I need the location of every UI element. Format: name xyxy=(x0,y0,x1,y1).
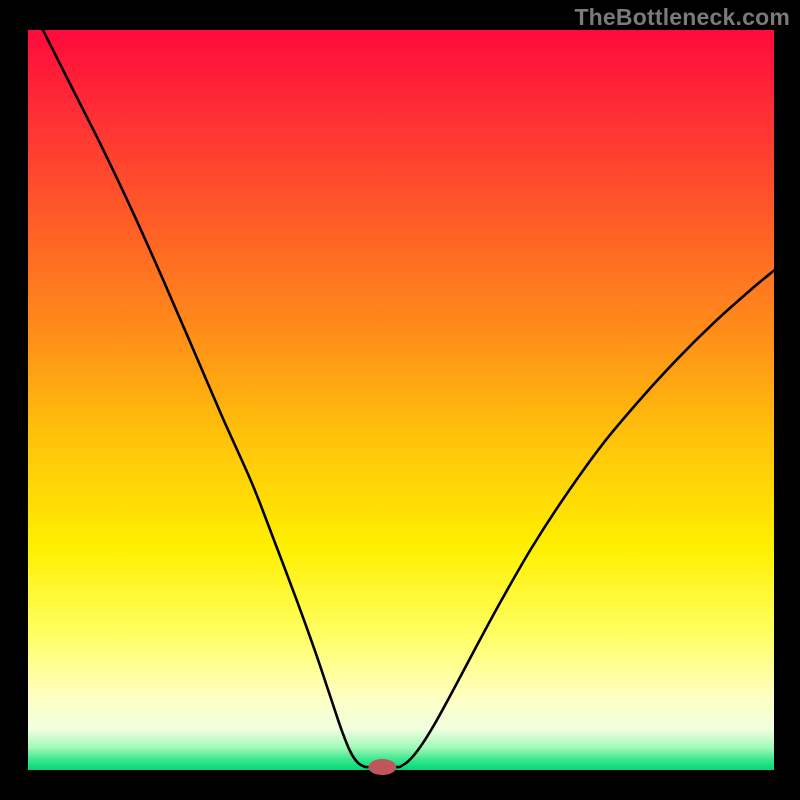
gradient-background xyxy=(28,30,774,770)
chart-canvas: { "watermark": { "text": "TheBottleneck.… xyxy=(0,0,800,800)
bottleneck-chart xyxy=(0,0,800,800)
minimum-marker xyxy=(368,759,396,775)
watermark-text: TheBottleneck.com xyxy=(574,4,790,31)
